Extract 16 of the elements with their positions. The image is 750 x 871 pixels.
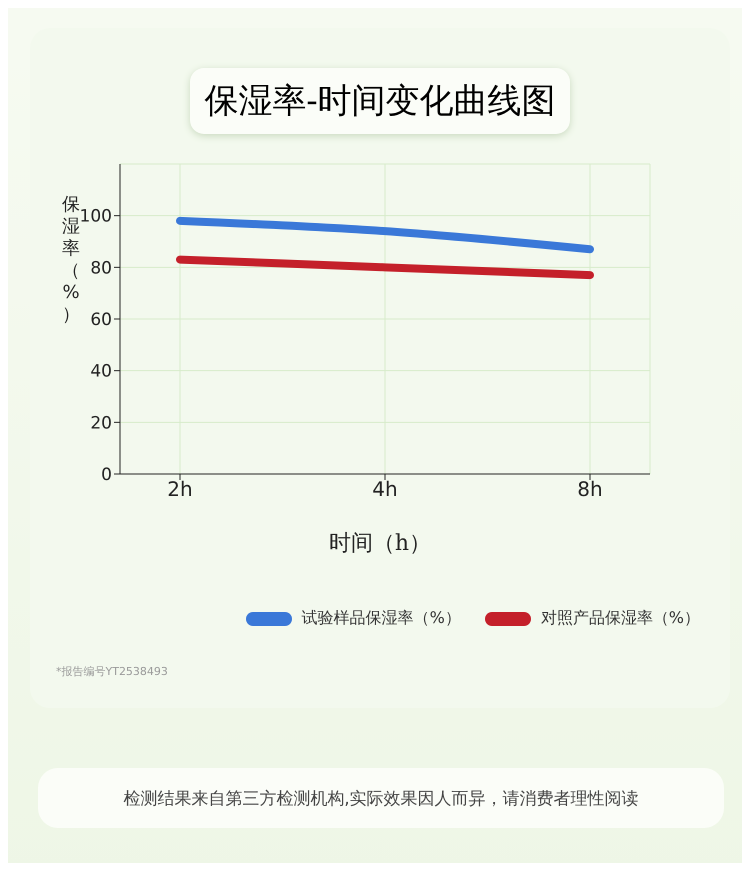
legend-label: 试验样品保湿率（%） [302, 608, 461, 629]
y-tick-label: 20 [90, 413, 112, 434]
x-axis-title: 时间（h） [328, 530, 432, 558]
text: 检测结果来自第三方检测机构,实际效果因人而异，请消费者理性阅读 [38, 768, 724, 828]
y-tick-label: 0 [101, 465, 112, 486]
x-tick-label: 8h [577, 477, 603, 502]
y-tick-label: 60 [90, 310, 112, 330]
y-tick-label: 40 [90, 362, 112, 382]
chart-title: 保湿率-时间变化曲线图 [190, 68, 570, 134]
x-tick-label: 2h [167, 477, 193, 502]
legend-label: 对照产品保湿率（%） [540, 608, 700, 629]
y-tick-label: 100 [80, 206, 112, 227]
text: *报告编号YT2538493 [56, 664, 168, 679]
y-axis-title: 保湿率（%） [61, 194, 81, 326]
y-tick-label: 80 [90, 258, 112, 278]
x-tick-label: 4h [372, 477, 398, 502]
